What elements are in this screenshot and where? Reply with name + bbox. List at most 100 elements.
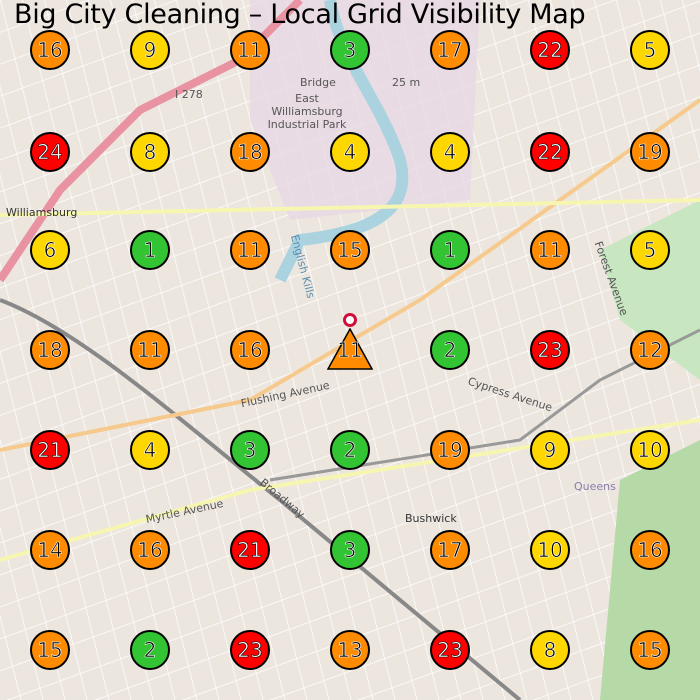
marker-value: 9 — [143, 38, 157, 63]
grid-marker[interactable]: 24 — [30, 132, 70, 172]
grid-marker[interactable]: 22 — [530, 132, 570, 172]
grid-marker[interactable]: 23 — [430, 630, 470, 670]
grid-marker[interactable]: 3 — [230, 430, 270, 470]
marker-value: 21 — [237, 538, 263, 563]
grid-marker[interactable]: 21 — [30, 430, 70, 470]
grid-marker[interactable]: 17 — [430, 530, 470, 570]
grid-marker[interactable]: 4 — [430, 132, 470, 172]
grid-marker[interactable]: 5 — [630, 230, 670, 270]
marker-value: 11 — [237, 38, 263, 63]
grid-marker[interactable]: 11 — [230, 30, 270, 70]
map-label-bushwick: Bushwick — [405, 512, 457, 525]
grid-marker[interactable]: 10 — [530, 530, 570, 570]
grid-marker[interactable]: 11 — [130, 330, 170, 370]
grid-marker[interactable]: 19 — [430, 430, 470, 470]
marker-value: 10 — [637, 438, 663, 463]
marker-value: 4 — [343, 140, 357, 165]
map-label-i278: I 278 — [175, 88, 203, 101]
grid-marker[interactable]: 15 — [30, 630, 70, 670]
marker-value: 3 — [343, 538, 357, 563]
grid-marker[interactable]: 14 — [30, 530, 70, 570]
grid-marker[interactable]: 9 — [530, 430, 570, 470]
marker-value: 23 — [437, 638, 463, 663]
marker-value: 11 — [237, 238, 263, 263]
marker-value: 8 — [143, 140, 157, 165]
park — [600, 200, 700, 380]
marker-value: 10 — [537, 538, 563, 563]
map-label-queens: Queens — [574, 480, 616, 493]
grid-marker[interactable]: 23 — [530, 330, 570, 370]
map-title: Big City Cleaning – Local Grid Visibilit… — [14, 0, 586, 30]
grid-marker[interactable]: 9 — [130, 30, 170, 70]
grid-marker[interactable]: 4 — [130, 430, 170, 470]
marker-value: 23 — [537, 338, 563, 363]
marker-value: 11 — [537, 238, 563, 263]
grid-marker[interactable]: 3 — [330, 530, 370, 570]
grid-marker[interactable]: 21 — [230, 530, 270, 570]
marker-value: 15 — [637, 638, 663, 663]
marker-value: 11 — [137, 338, 163, 363]
grid-marker[interactable]: 8 — [530, 630, 570, 670]
industrial-area — [250, 0, 480, 220]
marker-value: 17 — [437, 538, 463, 563]
marker-value: 15 — [37, 638, 63, 663]
grid-marker[interactable]: 16 — [30, 30, 70, 70]
marker-value: 11 — [337, 338, 363, 363]
map-label-williamsburg: Williamsburg — [6, 206, 78, 219]
marker-value: 2 — [343, 438, 357, 463]
grid-marker[interactable]: 16 — [230, 330, 270, 370]
grid-marker[interactable]: 2 — [130, 630, 170, 670]
grid-marker[interactable]: 3 — [330, 30, 370, 70]
grid-marker[interactable]: 23 — [230, 630, 270, 670]
marker-value: 9 — [543, 438, 557, 463]
grid-marker[interactable]: 15 — [630, 630, 670, 670]
avenue — [0, 198, 700, 217]
grid-marker[interactable]: 15 — [330, 230, 370, 270]
marker-value: 5 — [643, 238, 657, 263]
grid-marker[interactable]: 18 — [230, 132, 270, 172]
marker-value: 23 — [237, 638, 263, 663]
marker-value: 12 — [637, 338, 663, 363]
grid-marker[interactable]: 1 — [130, 230, 170, 270]
grid-marker[interactable]: 5 — [630, 30, 670, 70]
marker-value: 14 — [37, 538, 63, 563]
marker-value: 22 — [537, 38, 563, 63]
marker-value: 24 — [37, 140, 63, 165]
grid-marker[interactable]: 22 — [530, 30, 570, 70]
grid-marker[interactable]: 13 — [330, 630, 370, 670]
marker-value: 1 — [443, 238, 457, 263]
location-pin-icon[interactable] — [343, 313, 357, 327]
center-marker-triangle[interactable]: 11 — [327, 328, 373, 370]
marker-value: 16 — [37, 38, 63, 63]
marker-value: 21 — [37, 438, 63, 463]
grid-marker[interactable]: 1 — [430, 230, 470, 270]
marker-value: 16 — [237, 338, 263, 363]
marker-value: 2 — [443, 338, 457, 363]
grid-marker[interactable]: 8 — [130, 132, 170, 172]
grid-marker[interactable]: 10 — [630, 430, 670, 470]
grid-marker[interactable]: 2 — [330, 430, 370, 470]
grid-marker[interactable]: 16 — [630, 530, 670, 570]
highway — [0, 298, 522, 700]
park — [600, 440, 700, 700]
marker-value: 16 — [137, 538, 163, 563]
grid-marker[interactable]: 4 — [330, 132, 370, 172]
grid-marker[interactable]: 11 — [230, 230, 270, 270]
marker-value: 1 — [143, 238, 157, 263]
grid-marker[interactable]: 6 — [30, 230, 70, 270]
triangle-icon — [327, 328, 373, 370]
grid-marker[interactable]: 2 — [430, 330, 470, 370]
marker-value: 8 — [543, 638, 557, 663]
grid-marker[interactable]: 12 — [630, 330, 670, 370]
marker-value: 18 — [37, 338, 63, 363]
marker-value: 19 — [437, 438, 463, 463]
marker-value: 2 — [143, 638, 157, 663]
grid-marker[interactable]: 18 — [30, 330, 70, 370]
grid-marker[interactable]: 19 — [630, 132, 670, 172]
marker-value: 15 — [337, 238, 363, 263]
marker-value: 18 — [237, 140, 263, 165]
marker-value: 13 — [337, 638, 363, 663]
grid-marker[interactable]: 17 — [430, 30, 470, 70]
grid-marker[interactable]: 11 — [530, 230, 570, 270]
grid-marker[interactable]: 16 — [130, 530, 170, 570]
